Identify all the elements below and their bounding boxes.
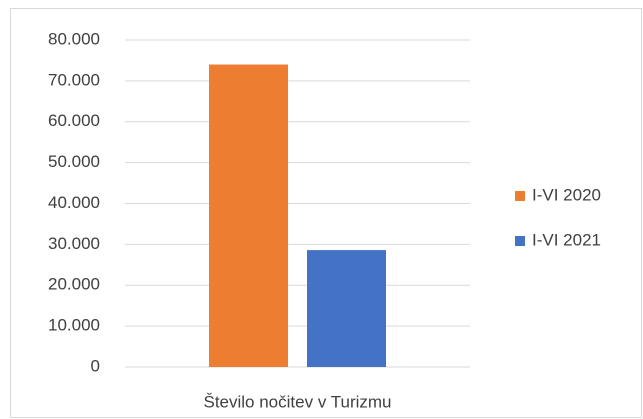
y-tick-label: 30.000 — [48, 234, 100, 253]
y-tick-label: 60.000 — [48, 111, 100, 130]
bar — [209, 64, 288, 368]
y-tick-label: 50.000 — [48, 152, 100, 171]
y-tick-label: 10.000 — [48, 316, 100, 335]
bar — [307, 250, 386, 367]
y-tick-label: 40.000 — [48, 193, 100, 212]
y-tick-label: 80.000 — [48, 29, 100, 48]
x-tick-label: Število nočitev v Turizmu — [203, 392, 391, 411]
y-tick-label: 0 — [91, 356, 100, 375]
legend-label: I-VI 2021 — [532, 230, 601, 249]
legend-swatch — [515, 191, 525, 201]
legend-swatch — [515, 236, 525, 246]
y-tick-label: 70.000 — [48, 70, 100, 89]
y-tick-label: 20.000 — [48, 275, 100, 294]
legend-label: I-VI 2020 — [532, 185, 601, 204]
